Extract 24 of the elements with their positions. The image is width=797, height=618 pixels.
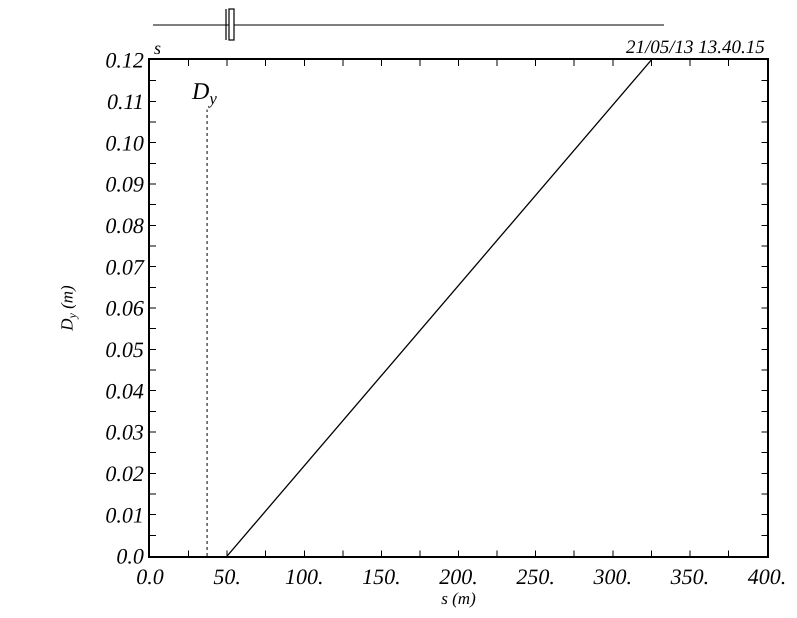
y-tick-label: 0.04 (105, 378, 144, 404)
y-tick-label: 0.12 (105, 48, 144, 73)
x-tick-label: 100. (285, 564, 324, 590)
y-tick-label: 0.01 (105, 502, 144, 528)
ref-line-label: D$_{y}$ (191, 79, 218, 108)
y-tick-label: 0.08 (105, 213, 144, 238)
x-tick-label: 350. (670, 564, 710, 590)
y-tick-label: 0.03 (105, 420, 144, 445)
y-tick-label: 0.05 (105, 337, 144, 362)
x-tick-label: 300. (592, 564, 632, 590)
x-axis-title: s (m) (441, 589, 476, 608)
x-tick-label: 50. (213, 564, 241, 590)
y-tick-label: 0.06 (105, 296, 144, 321)
x-tick-label: 400. (748, 564, 786, 590)
y-tick-label: 0.10 (105, 130, 144, 156)
y-tick-label: 0.11 (106, 89, 144, 114)
text: 21/05/13 13.40.15 (626, 37, 765, 58)
y-tick-label: 0.07 (105, 254, 145, 280)
text: s (154, 38, 162, 58)
y-tick-label: 0.02 (105, 461, 144, 486)
x-tick-label: 150. (362, 564, 401, 590)
x-tick-label: 200. (439, 564, 478, 590)
x-tick-label: 250. (516, 564, 555, 590)
y-tick-label: 0.09 (105, 172, 144, 197)
